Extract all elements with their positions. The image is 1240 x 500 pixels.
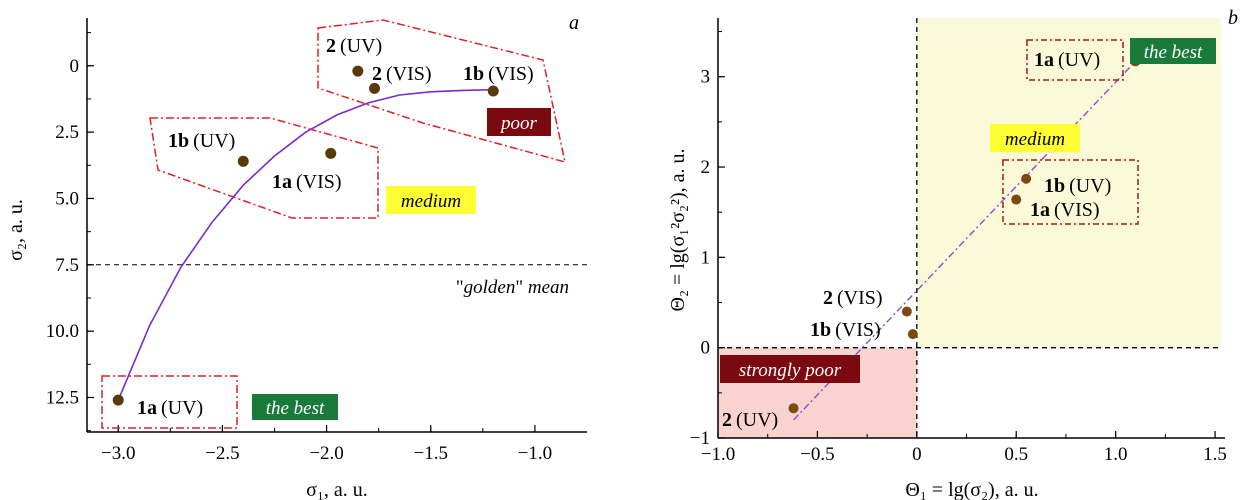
panel-a: −3.0 −2.5 −2.0 −1.5 −1.0 0 2.5 5.0 7.5 10.0 12.5 "… <box>5 12 587 500</box>
a-xtick-label: −1.5 <box>414 443 448 464</box>
a-badge-best: the best <box>266 398 325 419</box>
a-group-medium-box <box>149 117 379 219</box>
b-badge-poor-bg <box>720 355 860 383</box>
b-badge-medium-bg <box>990 124 1080 152</box>
b-label-1buv: 1b (UV) <box>1044 175 1111 197</box>
a-xtick-label: −2.0 <box>309 443 343 464</box>
a-label-1buv: 1b (UV) <box>168 130 235 152</box>
a-ytick-label: 10.0 <box>46 321 79 342</box>
b-xtick-label: 1.5 <box>1203 444 1227 465</box>
a-group-poor-box <box>317 19 566 164</box>
b-point <box>907 329 918 340</box>
panel-b: −1.0 −0.5 0 0.5 1.0 1.5 −1 0 1 2 3 1a (UV) 1b (UV) 1… <box>667 7 1238 500</box>
b-xtick-label: 1.0 <box>1104 444 1128 465</box>
b-xtick-label: 0.5 <box>1004 444 1028 465</box>
b-ytick-label: 1 <box>701 247 711 268</box>
a-ticks: −3.0 −2.5 −2.0 −1.5 −1.0 0 2.5 5.0 7.5 10.0 12.5 <box>46 32 552 464</box>
a-points <box>112 65 499 406</box>
a-point <box>112 394 124 406</box>
b-badge-best-bg <box>1130 38 1216 64</box>
b-badge-poor: strongly poor <box>739 360 842 381</box>
b-label-1bvis: 1b (VIS) <box>810 319 881 341</box>
b-xtick-label: 0 <box>912 444 922 465</box>
a-ytick-label: 7.5 <box>55 255 79 276</box>
b-ticks: −1.0 −0.5 0 0.5 1.0 1.5 −1 0 1 2 3 <box>690 31 1227 465</box>
b-box-1b1a <box>1002 159 1139 225</box>
b-badge-medium: medium <box>1005 129 1065 150</box>
a-ytick-label: 5.0 <box>55 188 79 209</box>
a-ylabel: σ₂, a. u. <box>5 199 27 261</box>
golden-mean-quote-close: " <box>515 277 528 298</box>
b-label-1auv: 1a (UV) <box>1034 49 1100 71</box>
b-label-2uv: 2 (UV) <box>722 409 778 431</box>
a-point <box>237 155 249 167</box>
a-ytick-label: 0 <box>70 56 80 77</box>
b-ytick-label: −1 <box>690 428 710 449</box>
a-point <box>325 147 337 159</box>
a-fit-curve <box>117 88 494 401</box>
a-label-1avis: 1a (VIS) <box>272 171 342 193</box>
b-xtick-label: −1.0 <box>701 444 735 465</box>
a-badge-poor: poor <box>499 113 538 134</box>
a-badge-medium-bg <box>386 186 476 214</box>
b-point <box>901 306 912 317</box>
b-ylabel: Θ₂ = lg(σ₁²σ₂²), a. u. <box>667 149 689 312</box>
b-panel-letter: b <box>1228 7 1238 29</box>
b-xlabel: Θ₁ = lg(σ₂), a. u. <box>905 479 1038 500</box>
a-xtick-label: −3.0 <box>101 443 135 464</box>
b-ytick-label: 0 <box>701 338 711 359</box>
b-region-borders <box>718 18 1222 438</box>
a-ytick-label: 2.5 <box>55 122 79 143</box>
b-point <box>788 403 799 414</box>
b-ytick-label: 3 <box>701 67 711 88</box>
a-label-2uv: 2 (UV) <box>326 35 382 57</box>
a-xtick-label: −1.0 <box>518 443 552 464</box>
a-badge-poor-bg <box>487 108 551 136</box>
b-badge-best: the best <box>1144 42 1203 63</box>
a-point <box>487 85 499 97</box>
golden-mean-mean: mean <box>528 277 569 298</box>
a-label-1auv: 1a (UV) <box>137 397 203 419</box>
b-point <box>1021 173 1032 184</box>
a-label-2vis: 2 (VIS) <box>372 63 432 85</box>
b-ytick-label: 2 <box>701 157 711 178</box>
b-xtick-label: −0.5 <box>800 444 834 465</box>
golden-mean-quote-open: " <box>456 277 464 298</box>
b-label-2vis: 2 (VIS) <box>823 287 883 309</box>
a-xlabel: σ₁, a. u. <box>306 479 368 500</box>
golden-mean-word: golden <box>464 277 516 298</box>
b-label-1avis: 1a (VIS) <box>1030 199 1100 221</box>
a-label-1bvis: 1b (VIS) <box>463 63 534 85</box>
b-region-medium <box>916 18 1222 348</box>
a-group-best-box <box>101 375 238 429</box>
a-badge-best-bg <box>252 394 338 420</box>
golden-mean-label: "golden" mean <box>456 277 569 298</box>
a-point <box>369 82 380 94</box>
a-xtick-label: −2.5 <box>205 443 239 464</box>
a-ytick-label: 12.5 <box>46 388 79 409</box>
a-badge-medium: medium <box>401 191 461 212</box>
b-point <box>1011 194 1022 205</box>
a-panel-letter: a <box>569 12 579 34</box>
b-box-1auv <box>1026 39 1124 81</box>
a-point <box>352 65 364 77</box>
